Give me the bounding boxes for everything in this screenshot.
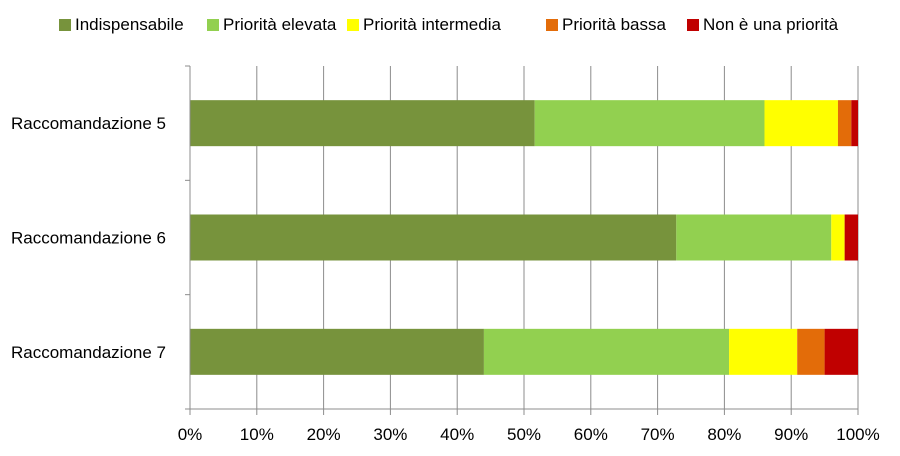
legend-label: Non è una priorità <box>703 15 839 34</box>
category-label: Raccomandazione 6 <box>11 229 166 248</box>
bar-segment <box>844 214 858 261</box>
legend-swatch <box>59 19 71 31</box>
x-tick-label: 50% <box>507 425 541 444</box>
category-label: Raccomandazione 7 <box>11 343 166 362</box>
x-tick-label: 80% <box>707 425 741 444</box>
x-tick-label: 40% <box>440 425 474 444</box>
labels: 0% 10% 20% 30% 40% 50% 60% 70% 80% 90% 100% Raccoma… <box>11 114 880 444</box>
bar-segment <box>824 328 858 375</box>
x-tick-label: 70% <box>641 425 675 444</box>
bar-segment <box>190 214 677 261</box>
legend-swatch <box>546 19 558 31</box>
legend-label: Priorità intermedia <box>363 15 501 34</box>
legend-swatch <box>207 19 219 31</box>
x-tick-label: 90% <box>774 425 808 444</box>
bar-segment <box>483 328 730 375</box>
bar-segment <box>797 328 825 375</box>
legend: Indispensabile Priorità elevata Priorità i… <box>59 15 839 34</box>
bar-segment <box>190 328 484 375</box>
legend-label: Indispensabile <box>75 15 184 34</box>
bar-segment <box>729 328 798 375</box>
legend-label: Priorità bassa <box>562 15 666 34</box>
bar-segment <box>851 100 858 147</box>
x-tick-label: 10% <box>240 425 274 444</box>
legend-swatch <box>687 19 699 31</box>
legend-swatch <box>347 19 359 31</box>
axes <box>185 65 859 415</box>
bar-segment <box>190 100 535 147</box>
bar-segment <box>837 100 852 147</box>
x-tick-label: 20% <box>307 425 341 444</box>
x-tick-label: 60% <box>574 425 608 444</box>
bar-segment <box>831 214 845 261</box>
bar-segment <box>764 100 838 147</box>
bars <box>190 100 858 375</box>
legend-label: Priorità elevata <box>223 15 337 34</box>
bar-segment <box>534 100 765 147</box>
bar-segment <box>676 214 832 261</box>
x-tick-label: 100% <box>836 425 879 444</box>
x-tick-label: 0% <box>178 425 203 444</box>
x-tick-label: 30% <box>373 425 407 444</box>
category-label: Raccomandazione 5 <box>11 114 166 133</box>
